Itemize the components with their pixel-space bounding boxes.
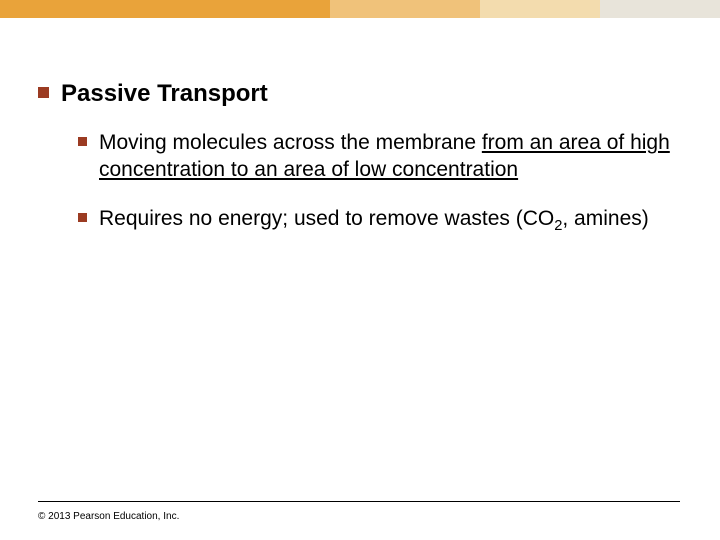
text-pre: Moving molecules across the membrane <box>99 131 482 154</box>
heading-row: Passive Transport <box>38 80 680 108</box>
bullet-square-icon <box>38 87 49 98</box>
text-pre: Requires no energy; used to remove waste… <box>99 207 554 230</box>
top-accent-bar <box>0 0 720 18</box>
bullet-text-2: Requires no energy; used to remove waste… <box>99 206 649 236</box>
sub-bullet-1: Moving molecules across the membrane fro… <box>78 130 680 184</box>
copyright-text: © 2013 Pearson Education, Inc. <box>38 511 179 522</box>
heading-text: Passive Transport <box>61 80 268 108</box>
bullet-square-icon <box>78 213 87 222</box>
slide-root: Passive Transport Moving molecules acros… <box>0 0 720 540</box>
bar-segment-4 <box>600 0 720 18</box>
bar-segment-3 <box>480 0 600 18</box>
bar-segment-1 <box>0 0 330 18</box>
bullet-text-1: Moving molecules across the membrane fro… <box>99 130 680 184</box>
content-area: Passive Transport Moving molecules acros… <box>38 80 680 258</box>
bullet-square-icon <box>78 137 87 146</box>
bar-segment-2 <box>330 0 480 18</box>
sub-bullet-list: Moving molecules across the membrane fro… <box>78 130 680 236</box>
text-post: , amines) <box>562 207 648 230</box>
sub-bullet-2: Requires no energy; used to remove waste… <box>78 206 680 236</box>
footer-divider <box>38 501 680 502</box>
